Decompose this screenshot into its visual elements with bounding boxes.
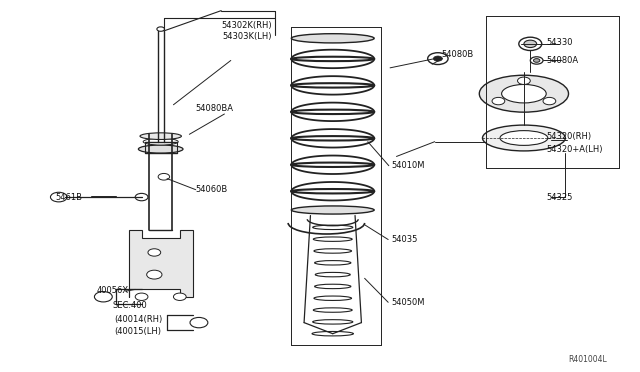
- Ellipse shape: [502, 84, 546, 103]
- Polygon shape: [129, 230, 193, 297]
- Circle shape: [524, 40, 537, 48]
- Ellipse shape: [291, 206, 374, 214]
- Circle shape: [531, 57, 543, 64]
- Circle shape: [492, 97, 505, 105]
- Ellipse shape: [313, 225, 353, 230]
- Ellipse shape: [314, 308, 352, 312]
- Text: 54303K(LH): 54303K(LH): [222, 32, 271, 41]
- Text: 54320+A(LH): 54320+A(LH): [546, 145, 603, 154]
- Text: 54035: 54035: [392, 235, 418, 244]
- Circle shape: [543, 97, 556, 105]
- Ellipse shape: [138, 145, 183, 153]
- Circle shape: [433, 56, 442, 61]
- Text: 54330: 54330: [546, 38, 573, 46]
- Circle shape: [519, 37, 541, 51]
- Ellipse shape: [479, 75, 568, 112]
- Text: 5461B: 5461B: [56, 193, 83, 202]
- Circle shape: [428, 53, 448, 64]
- Text: (40014(RH): (40014(RH): [114, 315, 163, 324]
- Circle shape: [95, 292, 112, 302]
- Ellipse shape: [291, 57, 374, 61]
- Text: 54320(RH): 54320(RH): [546, 132, 591, 141]
- Circle shape: [534, 59, 540, 62]
- Circle shape: [148, 249, 161, 256]
- Text: 54080BA: 54080BA: [196, 104, 234, 113]
- Circle shape: [147, 270, 162, 279]
- Ellipse shape: [314, 249, 351, 253]
- Ellipse shape: [316, 272, 350, 277]
- Circle shape: [158, 173, 170, 180]
- Circle shape: [51, 192, 67, 202]
- Circle shape: [135, 193, 148, 201]
- Ellipse shape: [315, 260, 351, 265]
- Ellipse shape: [500, 131, 548, 145]
- Text: 54050M: 54050M: [392, 298, 425, 307]
- Ellipse shape: [291, 34, 374, 43]
- Ellipse shape: [314, 237, 352, 241]
- Ellipse shape: [315, 284, 351, 289]
- Ellipse shape: [291, 110, 374, 114]
- Text: 40056X: 40056X: [97, 286, 129, 295]
- Text: 54060B: 54060B: [196, 185, 228, 194]
- Ellipse shape: [143, 138, 178, 145]
- Text: 54325: 54325: [546, 193, 573, 202]
- Text: R401004L: R401004L: [568, 355, 607, 364]
- Circle shape: [518, 77, 531, 84]
- Ellipse shape: [157, 27, 164, 31]
- Text: SEC.400: SEC.400: [113, 301, 148, 311]
- Ellipse shape: [140, 133, 181, 140]
- Ellipse shape: [291, 189, 374, 193]
- Text: (40015(LH): (40015(LH): [114, 327, 161, 336]
- Text: 54302K(RH): 54302K(RH): [221, 21, 272, 30]
- Text: 54010M: 54010M: [392, 161, 425, 170]
- Circle shape: [190, 317, 208, 328]
- Ellipse shape: [312, 331, 353, 336]
- Ellipse shape: [314, 296, 351, 301]
- Ellipse shape: [313, 320, 353, 324]
- Ellipse shape: [291, 83, 374, 87]
- Ellipse shape: [291, 163, 374, 167]
- Ellipse shape: [483, 125, 565, 151]
- Text: 54080B: 54080B: [441, 51, 474, 60]
- Text: 54080A: 54080A: [546, 56, 579, 65]
- Circle shape: [135, 293, 148, 301]
- Ellipse shape: [291, 136, 374, 141]
- Circle shape: [173, 293, 186, 301]
